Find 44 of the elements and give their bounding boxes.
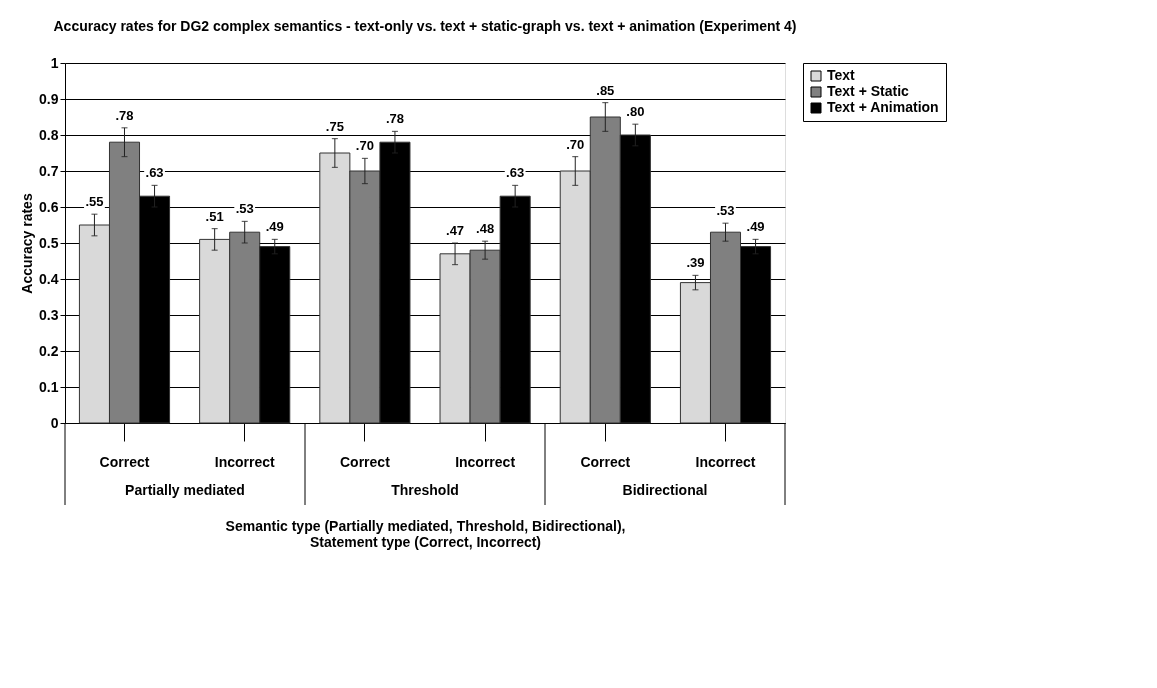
x-tick-label: Incorrect (695, 453, 756, 470)
data-label: .78 (385, 111, 404, 127)
legend-label: Text + Static (827, 83, 910, 99)
data-label: .39 (686, 255, 705, 271)
data-label: .48 (476, 221, 495, 237)
text: Bidirectional (622, 482, 708, 498)
data-label: .80 (626, 104, 645, 120)
data-label: .53 (235, 201, 254, 217)
data-label: .49 (265, 219, 284, 235)
data-label: .51 (205, 208, 224, 224)
legend-label: Text + Animation (827, 99, 939, 115)
y-tick-label: 0.3 (39, 306, 59, 323)
x-axis-title: Semantic type (Partially mediated, Threshold, Bidirectional), Statement type (Correct, Incorrect) (225, 517, 626, 550)
y-tick-label: 1 (50, 54, 59, 71)
data-label: .70 (566, 136, 585, 152)
y-tick-label: 0.2 (39, 342, 59, 359)
x-tick-label: Correct (99, 453, 150, 470)
x-tick-label: Correct (580, 453, 631, 470)
data-label: .63 (506, 165, 525, 181)
y-axis-title: Accuracy rates (19, 193, 36, 294)
y-tick-label: 0.5 (39, 234, 59, 251)
data-label: .55 (85, 194, 104, 210)
x-tick-label: Incorrect (455, 453, 516, 470)
x-tick-label: Correct (340, 453, 391, 470)
chart-title: Accuracy rates for DG2 complex semantics - text-only vs. text + static-graph vs. text + animation (Experiment 4) (53, 18, 797, 34)
data-label: .78 (115, 107, 134, 123)
text: Partially mediated (125, 482, 245, 498)
data-label: .85 (596, 82, 615, 98)
data-label: .63 (145, 165, 164, 181)
data-label: .47 (446, 223, 465, 238)
y-tick-label: 0 (50, 414, 59, 431)
y-tick-label: 0.1 (39, 378, 59, 395)
x-tick-label: Incorrect (214, 453, 275, 470)
y-tick-label: 0.7 (39, 162, 59, 179)
y-tick-label: 0.8 (39, 126, 59, 143)
y-tick-label: 0.6 (39, 198, 59, 215)
data-label: .49 (746, 219, 765, 235)
legend-label: Text (827, 67, 856, 83)
data-label: .75 (325, 118, 344, 134)
y-tick-label: 0.4 (39, 270, 59, 287)
text: Threshold (391, 482, 459, 498)
data-label: .53 (716, 203, 735, 219)
data-label: .70 (355, 138, 374, 154)
y-tick-label: 0.9 (39, 90, 59, 107)
